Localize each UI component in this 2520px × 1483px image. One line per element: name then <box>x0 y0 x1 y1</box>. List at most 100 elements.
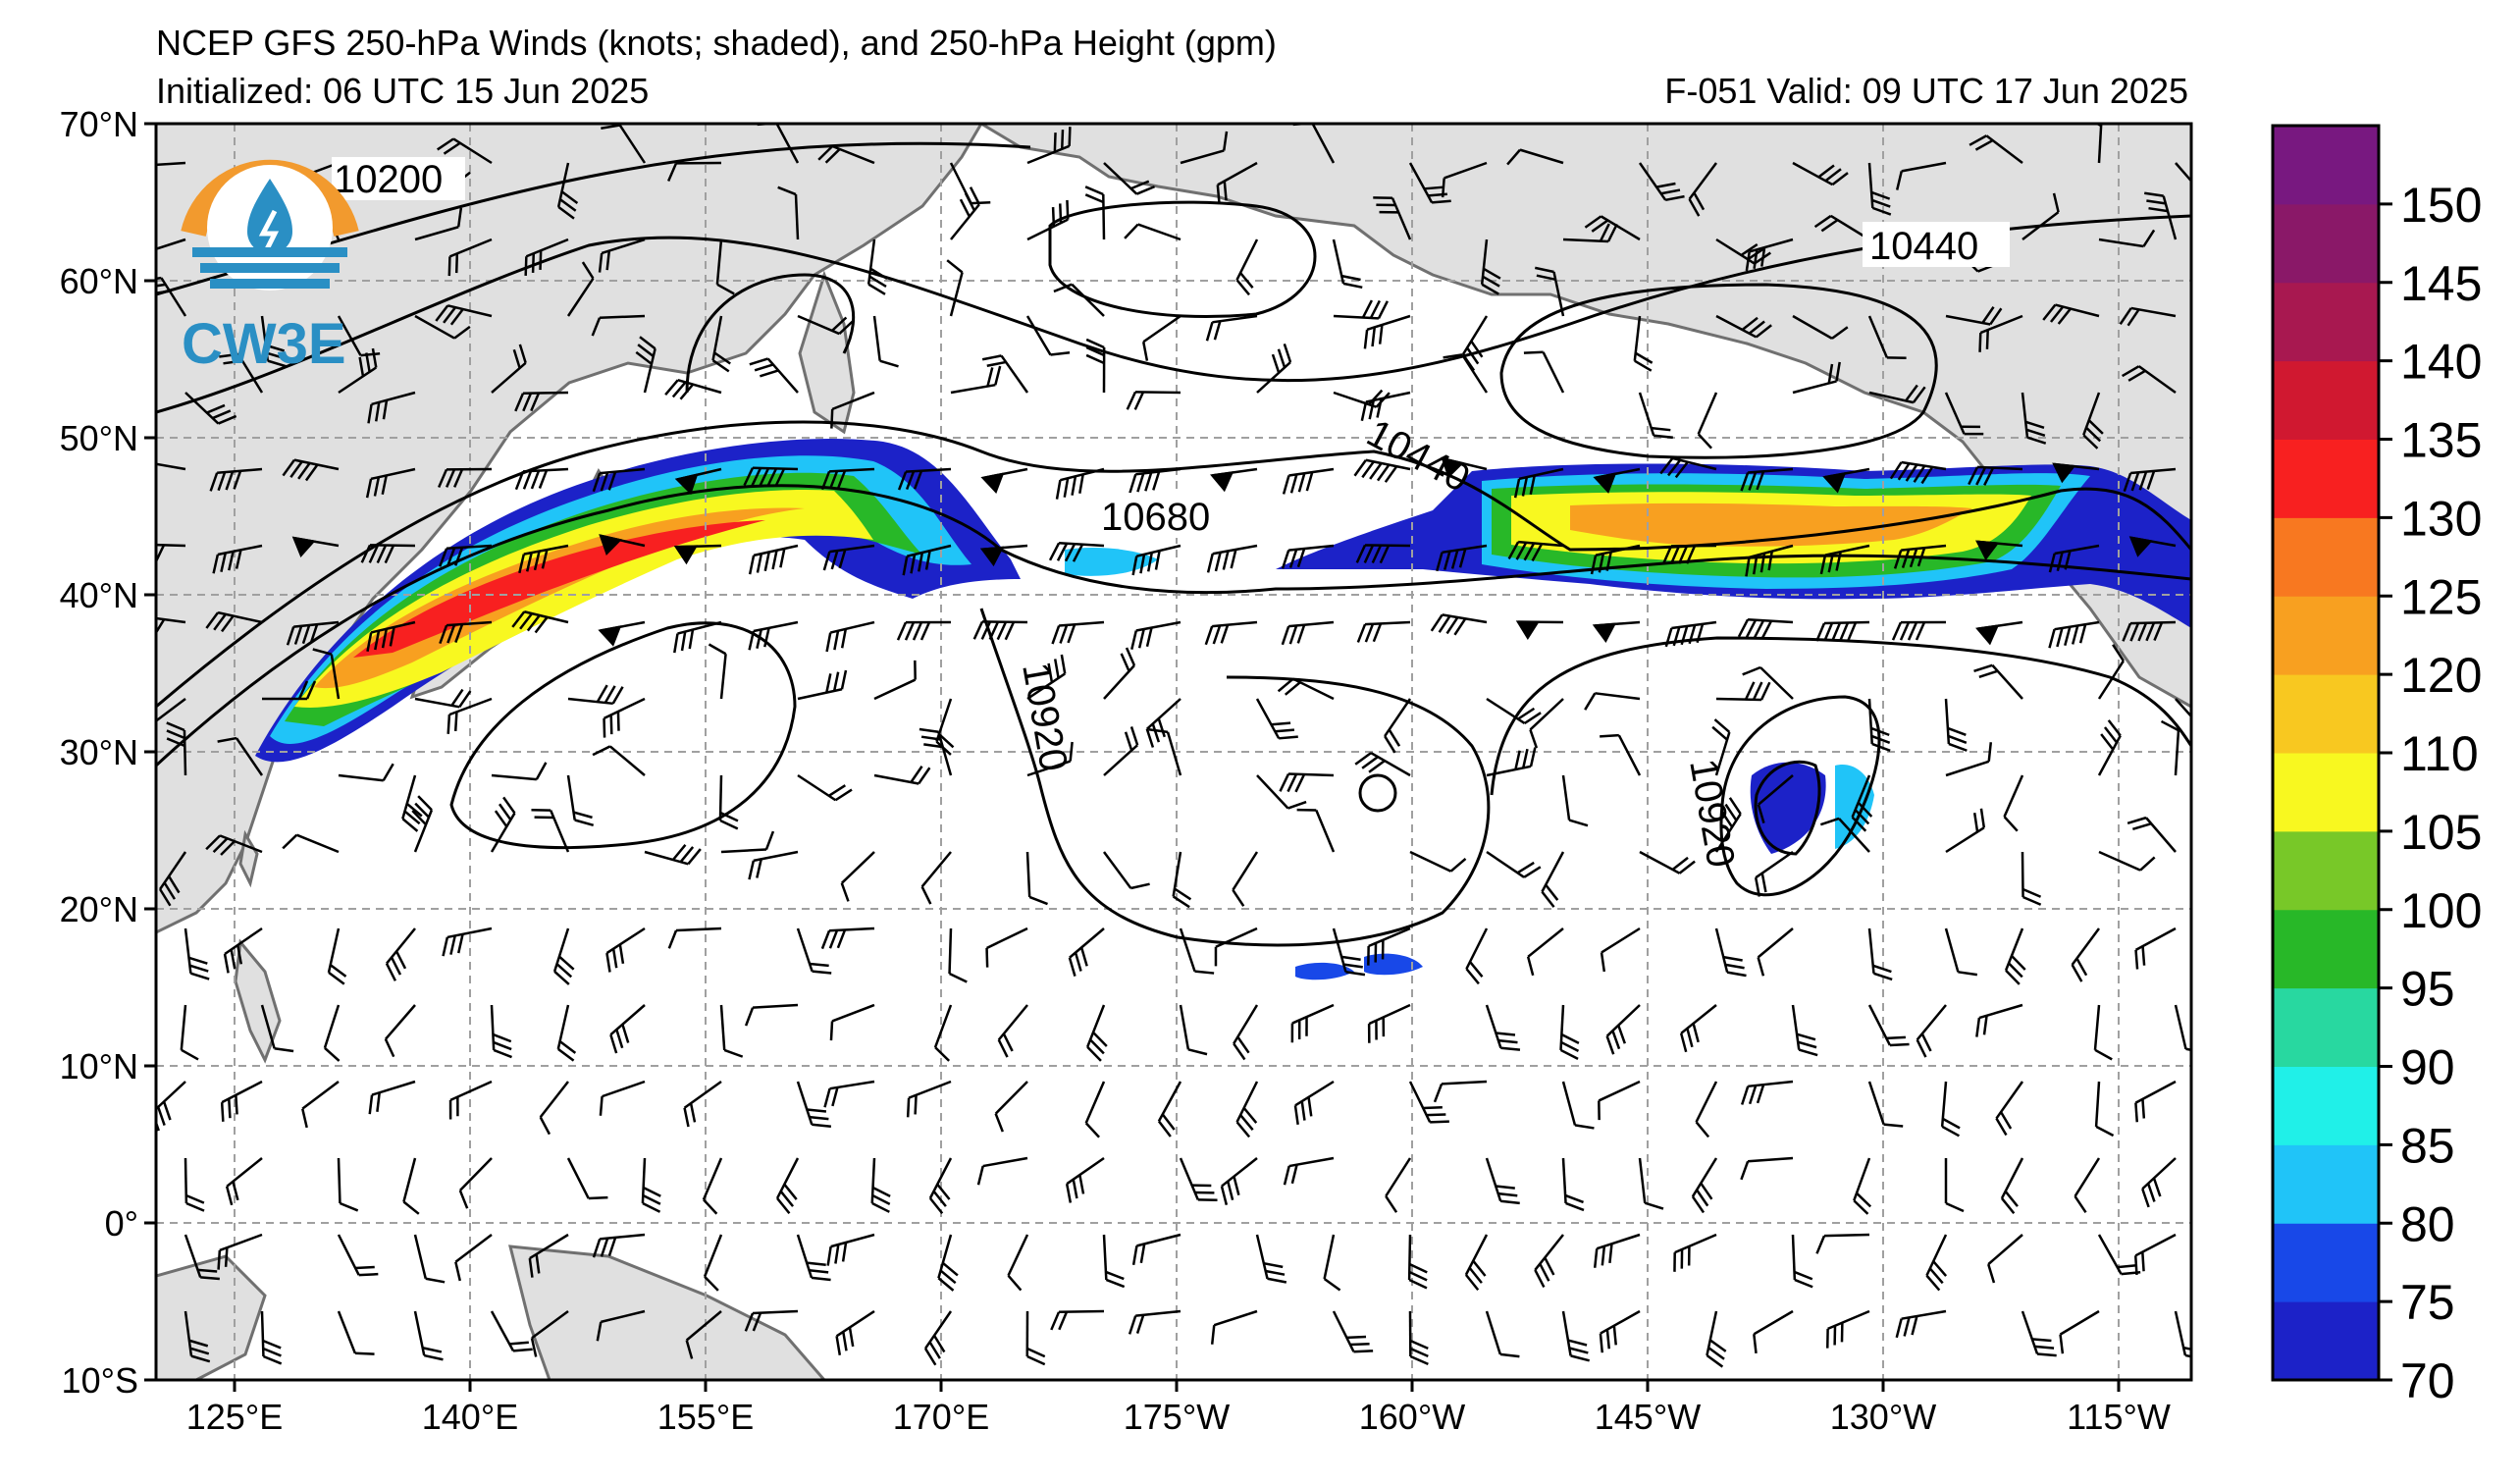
wind-barb <box>826 1233 875 1266</box>
wind-barb <box>1333 389 1391 408</box>
wind-barb <box>1968 465 2023 486</box>
wind-barb <box>866 238 888 295</box>
wind-barb <box>1740 467 1794 492</box>
wind-barb <box>1600 927 1641 973</box>
colorbar-swatch <box>2273 282 2379 362</box>
wind-barb <box>1065 1156 1105 1203</box>
wind-barb <box>1740 1156 1794 1181</box>
wind-barb <box>1053 283 1105 317</box>
wind-barb <box>1925 1234 1948 1292</box>
wind-barb <box>1944 392 1984 436</box>
wind-barb <box>748 544 799 575</box>
wind-barb <box>1480 238 1501 295</box>
wind-barb <box>156 238 186 255</box>
wind-barb <box>1742 665 1794 700</box>
colorbar-swatch <box>2273 987 2379 1067</box>
wind-barb <box>1179 1157 1218 1202</box>
wind-barb <box>156 276 187 317</box>
wind-barb <box>896 620 952 641</box>
colorbar-swatch <box>2273 909 2379 989</box>
wind-barb <box>1026 654 1067 701</box>
wind-barb <box>1867 1081 1904 1128</box>
lon-tick-label: 130°W <box>1830 1397 1936 1437</box>
colorbar-swatch <box>2273 203 2379 284</box>
wind-barb <box>184 1234 220 1281</box>
wind-barb <box>1792 361 1841 395</box>
lat-tick-label: 30°N <box>60 732 138 772</box>
wind-barb <box>327 927 347 985</box>
wind-barb <box>2097 644 2125 700</box>
wind-barb <box>1216 161 1258 205</box>
wind-barb <box>702 1157 723 1215</box>
wind-barb <box>1333 299 1389 320</box>
wind-barb <box>2160 719 2180 776</box>
wind-barb <box>2021 392 2047 445</box>
colorbar-label: 105 <box>2400 805 2482 860</box>
wind-barb <box>1559 1004 1580 1061</box>
wind-barb <box>1430 613 1488 636</box>
wind-barb <box>1048 542 1105 562</box>
wind-barb <box>748 620 799 651</box>
wind-barb <box>872 315 899 368</box>
wind-barb <box>566 774 595 826</box>
wind-barb <box>1102 1234 1126 1289</box>
wind-barb <box>1025 851 1048 906</box>
wind-barb <box>2042 303 2100 325</box>
wind-barb <box>2134 1080 2177 1123</box>
wind-barb <box>1025 315 1071 356</box>
wind-barb <box>1441 161 1488 198</box>
wind-barb <box>1332 1310 1374 1353</box>
wind-barb <box>1975 1003 2023 1037</box>
wind-barb <box>997 1004 1028 1058</box>
lon-tick-label: 145°W <box>1595 1397 1701 1437</box>
wind-barb <box>1995 1081 2024 1137</box>
wind-barb <box>719 1004 744 1058</box>
wind-barb <box>1561 774 1589 827</box>
wind-barb <box>1757 774 1794 824</box>
wind-barb <box>2098 229 2156 248</box>
wind-barb <box>1407 1234 1428 1290</box>
wind-barb <box>598 620 646 647</box>
lat-tick-label: 10°N <box>60 1046 138 1086</box>
wind-barb <box>796 1234 831 1282</box>
wind-barb <box>438 467 493 488</box>
colorbar-label: 140 <box>2400 335 2482 390</box>
wind-shading <box>255 438 2191 980</box>
wind-barb <box>530 1309 569 1357</box>
wind-barb <box>401 774 423 832</box>
wind-barb <box>599 534 646 556</box>
wind-barb <box>664 378 722 400</box>
lon-tick-label: 170°E <box>893 1397 989 1437</box>
wind-barb <box>439 620 493 645</box>
wind-barb <box>490 796 516 853</box>
wind-barb <box>1179 1004 1208 1056</box>
colorbar-label: 85 <box>2400 1118 2455 1173</box>
lon-tick-label: 115°W <box>2067 1397 2171 1437</box>
wind-barb <box>873 660 917 701</box>
wind-barb <box>1363 314 1411 349</box>
cw3e-logo: CW3E <box>181 159 359 376</box>
wind-barb <box>2133 1233 2177 1276</box>
wind-barb <box>1051 620 1105 645</box>
wind-barb <box>1436 544 1488 572</box>
wind-barb <box>1679 1004 1717 1053</box>
init-time: Initialized: 06 UTC 15 Jun 2025 <box>156 71 649 111</box>
wind-barb <box>1715 681 1771 702</box>
wind-barb <box>1975 540 2023 561</box>
wind-barb <box>1486 747 1537 777</box>
wind-barb <box>414 688 472 709</box>
wind-barb <box>1353 458 1411 483</box>
wind-barb <box>1513 467 1564 499</box>
colorbar-swatch <box>2273 674 2379 754</box>
wind-barb <box>437 137 493 165</box>
contour-label: 10680 <box>1101 496 1210 539</box>
wind-barb <box>447 238 493 277</box>
wind-barb <box>635 336 656 394</box>
wind-barb <box>2048 544 2100 573</box>
wind-barb <box>817 144 875 165</box>
wind-barb <box>454 1234 493 1282</box>
wind-barb <box>1281 620 1335 646</box>
colorbar-swatch <box>2273 830 2379 911</box>
wind-barb <box>1256 343 1292 394</box>
lat-tick-label: 60°N <box>60 261 138 301</box>
